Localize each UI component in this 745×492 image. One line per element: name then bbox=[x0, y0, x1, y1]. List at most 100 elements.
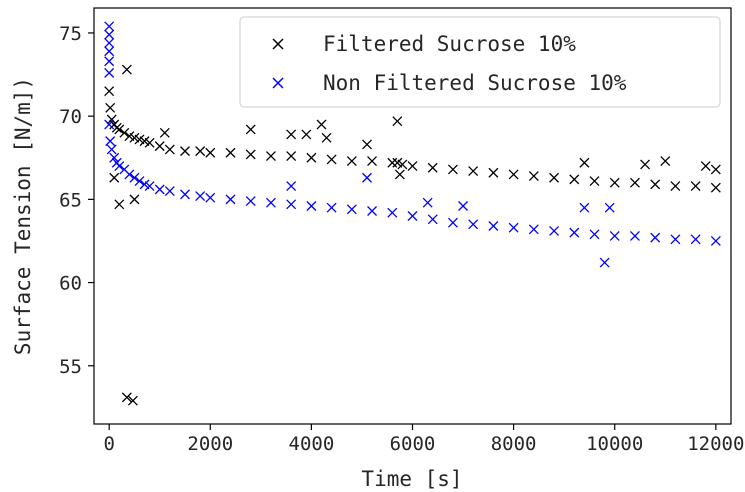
data-point bbox=[488, 167, 499, 178]
data-point bbox=[154, 184, 165, 195]
data-point bbox=[245, 196, 256, 206]
data-point bbox=[245, 149, 256, 160]
x-tick-label: 0 bbox=[103, 433, 114, 455]
data-point bbox=[387, 157, 398, 168]
data-point bbox=[265, 151, 276, 162]
data-point bbox=[670, 234, 681, 245]
y-tick-label: 75 bbox=[59, 23, 82, 45]
data-point bbox=[121, 64, 132, 75]
data-point bbox=[225, 194, 236, 205]
data-point bbox=[528, 171, 539, 182]
data-point bbox=[397, 159, 408, 170]
data-point bbox=[447, 217, 458, 228]
data-point bbox=[164, 186, 175, 196]
data-point bbox=[407, 211, 418, 221]
data-point bbox=[604, 202, 615, 213]
data-point bbox=[569, 174, 580, 185]
data-point bbox=[407, 161, 418, 172]
data-point bbox=[346, 156, 357, 167]
data-point bbox=[105, 102, 116, 113]
data-point bbox=[609, 231, 620, 241]
y-tick-label: 70 bbox=[59, 106, 82, 128]
data-point bbox=[105, 136, 116, 147]
data-point bbox=[326, 202, 337, 213]
data-point bbox=[104, 21, 115, 32]
data-point bbox=[306, 201, 317, 211]
data-point bbox=[579, 202, 590, 213]
data-point bbox=[127, 395, 138, 406]
x-tick-label: 12000 bbox=[687, 433, 744, 455]
data-point bbox=[104, 37, 115, 48]
data-point bbox=[427, 162, 438, 173]
data-point bbox=[106, 144, 117, 155]
data-point bbox=[134, 176, 145, 187]
data-point bbox=[367, 206, 378, 216]
data-point bbox=[104, 46, 115, 57]
data-point bbox=[690, 234, 701, 245]
data-point bbox=[104, 86, 115, 97]
y-tick-label: 55 bbox=[59, 356, 82, 378]
legend-box bbox=[239, 16, 721, 108]
data-point bbox=[265, 197, 276, 208]
data-point bbox=[367, 156, 378, 167]
data-point bbox=[670, 181, 681, 192]
data-point bbox=[205, 192, 216, 203]
y-tick-label: 60 bbox=[59, 273, 82, 295]
data-point bbox=[164, 144, 175, 155]
data-point bbox=[569, 227, 580, 238]
x-tick-label: 2000 bbox=[187, 433, 233, 455]
data-point bbox=[528, 224, 539, 235]
data-point bbox=[316, 119, 327, 130]
data-point bbox=[124, 169, 135, 180]
data-point bbox=[286, 199, 297, 210]
data-point bbox=[144, 181, 155, 192]
data-point bbox=[286, 151, 297, 162]
x-tick-label: 6000 bbox=[390, 433, 436, 455]
data-point bbox=[326, 154, 337, 165]
data-point bbox=[508, 169, 519, 180]
data-point bbox=[321, 132, 332, 143]
data-point bbox=[154, 141, 165, 152]
data-point bbox=[129, 194, 140, 205]
legend-marker bbox=[272, 38, 284, 50]
data-point bbox=[180, 146, 190, 157]
data-point bbox=[394, 169, 405, 180]
data-point bbox=[301, 129, 312, 140]
data-point bbox=[629, 177, 640, 188]
legend-label: Filtered Sucrose 10% bbox=[323, 32, 576, 56]
data-point bbox=[609, 177, 620, 188]
data-points bbox=[104, 21, 721, 406]
data-point bbox=[458, 201, 469, 211]
data-point bbox=[589, 229, 600, 240]
series-1 bbox=[104, 64, 721, 406]
data-point bbox=[422, 197, 433, 208]
data-point bbox=[549, 172, 560, 183]
data-point bbox=[710, 164, 721, 175]
data-point bbox=[129, 172, 140, 183]
legend: Filtered Sucrose 10% Non Filtered Sucrose… bbox=[239, 16, 721, 108]
data-point bbox=[180, 189, 190, 200]
x-tick-label: 4000 bbox=[289, 433, 335, 455]
x-tick-label: 8000 bbox=[491, 433, 537, 455]
data-point bbox=[286, 181, 297, 192]
y-tick-label: 65 bbox=[59, 189, 82, 211]
data-point bbox=[306, 152, 317, 163]
data-point bbox=[710, 182, 721, 193]
data-point bbox=[286, 129, 297, 140]
data-point bbox=[660, 156, 671, 167]
data-point bbox=[104, 29, 115, 40]
data-point bbox=[362, 172, 372, 183]
data-point bbox=[104, 67, 115, 78]
data-point bbox=[508, 222, 519, 233]
data-point bbox=[225, 147, 236, 158]
data-point bbox=[488, 221, 499, 231]
data-point bbox=[640, 159, 651, 170]
axes: 0 2000 4000 6000 8000 10000 12000 55 60 65 70 75 bbox=[59, 23, 744, 455]
data-point bbox=[106, 114, 117, 125]
data-point bbox=[205, 147, 216, 158]
data-point bbox=[468, 166, 479, 177]
legend-marker bbox=[272, 77, 284, 89]
data-point bbox=[392, 116, 403, 127]
data-point bbox=[362, 139, 372, 150]
